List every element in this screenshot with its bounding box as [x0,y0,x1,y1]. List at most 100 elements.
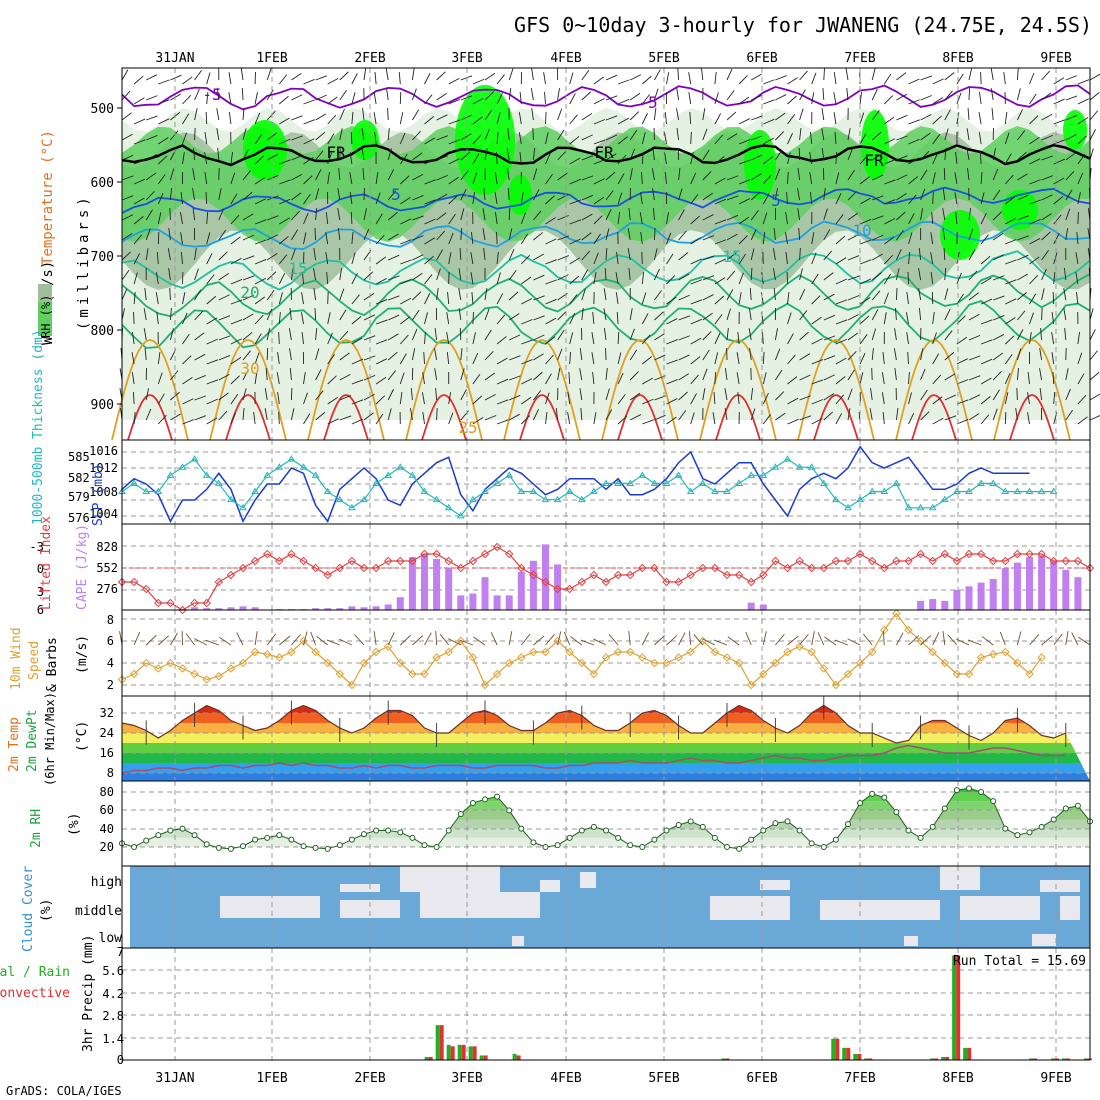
slp-frame [121,439,1091,525]
wind-barb [593,196,605,205]
wind-barb [605,115,618,121]
rh-color-swatch-light [38,284,52,302]
wind-barb [678,209,685,221]
wind-barb [677,67,680,81]
wind-barb [412,109,420,121]
slp-tick-label: 1016 [89,444,118,458]
rh2m-marker [482,796,488,803]
precip-conv-bar [725,1058,730,1060]
wind-barb [738,179,751,185]
temp-band [122,753,1090,763]
wind-barb [702,171,712,181]
wind-barb [690,299,703,305]
wind10m-barb [508,631,513,646]
cape-bar [529,560,537,610]
wind-barb [314,307,317,321]
wind-barb [327,332,333,345]
wind-barb [496,272,501,285]
contour-label: 5 [771,191,781,210]
wind-barb [375,358,388,365]
wind-barb [690,131,692,145]
rh2m-marker [203,841,210,848]
wind-barb [968,355,981,361]
wind-barb [883,255,893,265]
slp-line [121,445,1030,524]
cape-bar [408,557,416,610]
wind-barb [593,139,606,145]
wind-barb [218,315,231,321]
wind-barb [787,312,792,325]
wind-barb [169,308,172,321]
wind-barb [870,388,873,401]
wind-barb [266,328,271,341]
temp-band [122,773,1090,781]
wind-barb [1029,293,1037,305]
thickness-marker [880,487,889,495]
wind-barb [932,172,936,185]
precip-total-bar [435,1025,440,1060]
precip-conv-bar [472,1046,477,1060]
wind-barb [666,359,678,365]
isotherm [121,300,1091,349]
wind-barb [303,392,308,405]
wind-barb [242,170,251,181]
wind-barb [908,371,910,385]
wind-barb [411,348,416,361]
precip-conv-label: Convective [0,986,70,1001]
wind-barb [303,193,311,205]
wind10m-barb [279,635,291,646]
wind-barb [167,248,171,261]
wind-barb [387,148,392,161]
thickness-marker [493,479,501,486]
wind-barb [871,253,883,261]
wind-barb [847,295,860,301]
wind-barb [277,352,280,365]
date-label-bottom: 1FEB [256,1071,287,1086]
wind-barb [896,174,908,181]
wind10m-marker [444,647,453,657]
wind10m-marker [517,653,526,662]
wind-barb [1077,135,1087,145]
wind-barb [387,233,399,241]
wind-barb [288,328,292,341]
wind-barb [194,268,199,281]
wind-barb [1041,70,1050,81]
wind-barb [581,250,591,261]
wind-barb [932,152,939,165]
wind-barb [411,88,417,101]
wind-barb [1016,67,1019,81]
wind-barb [448,252,452,265]
rh2m-marker [857,800,864,806]
wind-barb [859,259,872,265]
rh2m-marker [1026,829,1033,836]
wind-barb [436,71,446,81]
wind-barb [484,415,497,421]
wind10m-marker [1025,669,1034,679]
cape-bar [481,577,489,610]
wind-barb [266,68,272,81]
wind-barb [545,392,550,405]
wind-barb [881,372,885,385]
wind-barb [823,355,836,361]
wind10m-marker [783,647,792,657]
thickness-marker [360,495,368,503]
wind-barb [956,399,969,405]
lifted-index-marker [492,542,502,552]
thickness-marker [1013,487,1022,495]
wind-barb [1016,368,1019,381]
precip-conv-bar [1055,1058,1060,1060]
wind10m-barbs-label: & Barbs [45,637,60,692]
wind-barb [967,168,970,181]
lifted-index-marker [396,556,405,566]
lifted-index-marker [710,563,720,573]
wind-barb [315,348,320,361]
wind10m-marker [976,653,986,662]
lifted-index-marker [226,570,236,580]
wind-barb [230,357,242,365]
wind-barb [1075,272,1079,285]
wind-barb [763,156,774,165]
wind-barb [1089,393,1100,401]
wind-barb [1017,292,1027,301]
wind10m-barb [194,638,207,646]
wind-barb [182,152,185,165]
